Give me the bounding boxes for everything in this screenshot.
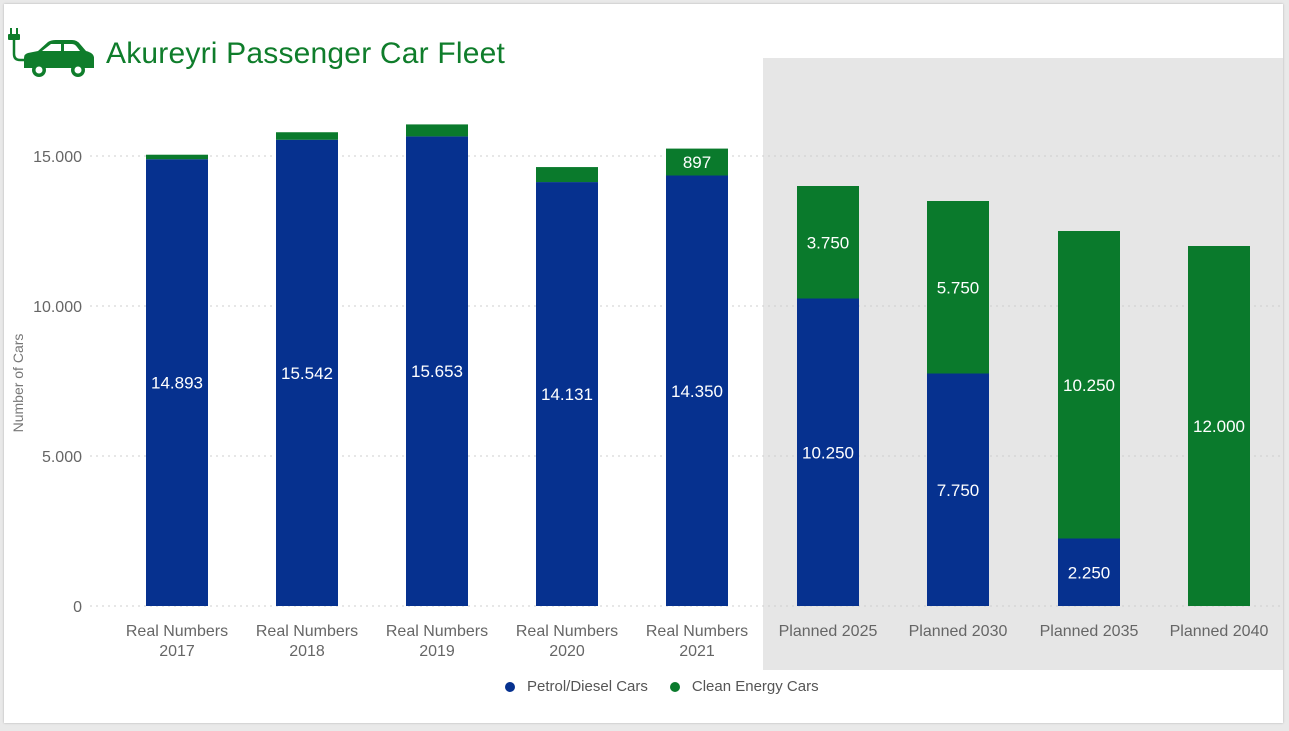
x-tick-label: Real Numbers	[256, 623, 358, 640]
x-tick-label: Planned 2030	[909, 623, 1008, 640]
bar-clean-energy	[536, 167, 598, 183]
data-label: 10.250	[802, 443, 854, 462]
bar-petrol-diesel	[276, 139, 338, 607]
y-tick-label: 5.000	[42, 449, 82, 466]
x-tick-label: Real Numbers	[646, 623, 748, 640]
data-label: 15.653	[411, 362, 463, 381]
page-title: Akureyri Passenger Car Fleet	[106, 37, 506, 70]
bar-clean-energy	[1188, 246, 1250, 606]
bar-clean-energy	[406, 124, 468, 137]
data-label: 15.542	[281, 364, 333, 383]
data-label: 14.893	[151, 374, 203, 393]
data-label: 14.131	[541, 385, 593, 404]
legend-label-petrol: Petrol/Diesel Cars	[527, 678, 648, 695]
bar-clean-energy	[666, 148, 728, 176]
y-axis-title: Number of Cars	[10, 334, 26, 433]
bar-petrol-diesel	[146, 159, 208, 606]
data-label: 2.250	[1068, 563, 1111, 582]
legend-swatch-petrol	[505, 681, 515, 692]
x-tick-label: Real Numbers	[516, 623, 618, 640]
legend-item-petrol[interactable]: Petrol/Diesel Cars	[505, 678, 648, 695]
bar-clean-energy	[797, 186, 859, 299]
legend-swatch-clean	[669, 681, 680, 692]
bar-petrol-diesel	[536, 182, 598, 606]
y-tick-label: 0	[73, 599, 82, 616]
x-tick-label: Planned 2040	[1170, 623, 1269, 640]
bar-clean-energy	[1058, 231, 1120, 539]
y-tick-label: 10.000	[33, 299, 82, 316]
data-label: 897	[683, 153, 711, 172]
data-label: 14.350	[671, 382, 723, 401]
x-tick-label: 2017	[159, 643, 195, 660]
x-tick-label: Real Numbers	[386, 623, 488, 640]
bar-petrol-diesel	[1058, 538, 1120, 606]
legend-item-clean[interactable]: Clean Energy Cars	[669, 678, 819, 695]
bar-petrol-diesel	[406, 136, 468, 606]
data-label: 5.750	[937, 278, 980, 297]
x-tick-label: Planned 2025	[779, 623, 878, 640]
x-tick-label: Real Numbers	[126, 623, 228, 640]
data-label: 7.750	[937, 481, 980, 500]
x-tick-label: 2018	[289, 643, 325, 660]
bar-clean-energy	[146, 154, 208, 160]
bar-clean-energy	[276, 132, 338, 140]
legend: Petrol/Diesel Cars Clean Energy Cars	[505, 678, 841, 695]
chart-header: Akureyri Passenger Car Fleet	[6, 24, 505, 84]
ev-car-plug-icon	[8, 28, 94, 77]
data-label: 12.000	[1193, 417, 1245, 436]
x-tick-label: 2019	[419, 643, 455, 660]
x-tick-label: 2021	[679, 643, 715, 660]
y-tick-label: 15.000	[33, 149, 82, 166]
bar-clean-energy	[927, 201, 989, 374]
x-tick-label: Planned 2035	[1040, 623, 1139, 640]
bar-petrol-diesel	[797, 298, 859, 606]
bar-petrol-diesel	[666, 175, 728, 606]
data-label: 3.750	[807, 233, 850, 252]
x-tick-label: 2020	[549, 643, 585, 660]
legend-label-clean: Clean Energy Cars	[691, 678, 819, 695]
bar-petrol-diesel	[927, 373, 989, 606]
data-label: 10.250	[1063, 376, 1115, 395]
